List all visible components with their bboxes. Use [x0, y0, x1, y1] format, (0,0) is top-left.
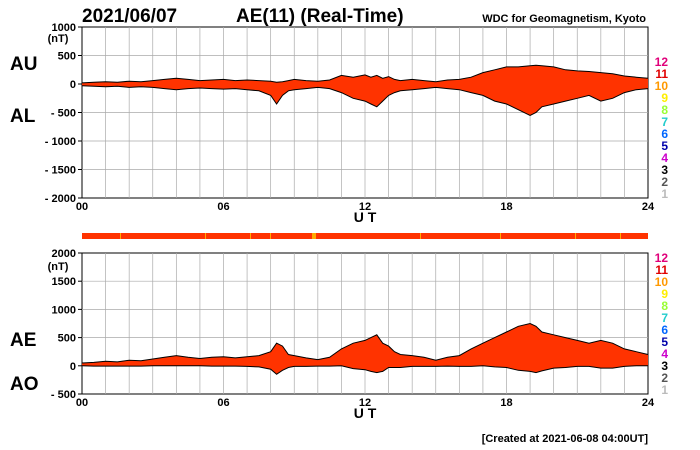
legend-level-label: 2 — [661, 175, 668, 189]
legend-level-label: 12 — [655, 55, 669, 69]
legend-level-label: 5 — [661, 335, 668, 349]
y-tick-label: 2000 — [52, 248, 76, 260]
strip-tick — [270, 233, 271, 239]
legend-level-label: 2 — [661, 371, 668, 385]
ae-ao-y-ticks: 2000 1500 1000 500 0 - 500 — [51, 248, 82, 401]
ae-ao-x-ticks: 00 06 12 18 24 — [76, 397, 655, 409]
x-tick-label: 06 — [217, 397, 229, 409]
y-tick-label: - 1000 — [45, 136, 76, 148]
legend-level-label: 10 — [655, 79, 669, 93]
legend-level-label: 3 — [661, 359, 668, 373]
strip-tick — [575, 233, 576, 239]
legend-level-label: 5 — [661, 139, 668, 153]
x-tick-label: 12 — [359, 201, 371, 213]
y-tick-label: 1000 — [52, 22, 76, 34]
ae-label: AE — [10, 330, 36, 351]
x-tick-label: 00 — [76, 397, 88, 409]
x-tick-label: 24 — [642, 201, 655, 213]
strip-tick — [205, 233, 206, 239]
ao-line — [81, 365, 648, 375]
au-al-grid — [82, 27, 648, 198]
x-tick-label: 18 — [500, 397, 512, 409]
legend-level-label: 8 — [661, 103, 668, 117]
au-al-x-axis-label: U T — [354, 209, 377, 225]
au-al-series — [81, 64, 649, 116]
x-tick-label: 18 — [500, 201, 512, 213]
al-line — [81, 85, 649, 116]
ae-ao-unit-label: (nT) — [48, 261, 69, 273]
envelope-fill — [82, 323, 648, 375]
au-al-y-ticks: 1000 500 0 - 500 - 1000 - 1500 - 2000 — [45, 22, 82, 205]
au-line — [81, 64, 649, 84]
ae-ao-series — [81, 322, 649, 375]
strip-tick — [420, 233, 421, 239]
y-tick-label: - 500 — [51, 108, 76, 120]
ao-label: AO — [10, 374, 39, 395]
y-tick-label: 500 — [58, 333, 76, 345]
envelope-fill — [82, 65, 648, 116]
created-timestamp: [Created at 2021-06-08 04:00UT] — [482, 433, 649, 445]
y-tick-label: 1000 — [52, 304, 76, 316]
y-tick-label: 0 — [70, 361, 76, 373]
legend-level-label: 6 — [661, 127, 668, 141]
legend-level-label: 10 — [655, 275, 669, 289]
legend-level-label: 6 — [661, 323, 668, 337]
legend-level-label: 9 — [661, 91, 668, 105]
strip-tick — [620, 233, 621, 239]
strip-tick — [315, 233, 316, 239]
chart-title: AE(11) (Real-Time) — [236, 6, 404, 27]
au-al-unit-label: (nT) — [48, 33, 69, 45]
legend-level-label: 11 — [655, 263, 668, 277]
ae-ao-grid — [82, 253, 648, 394]
legend-level-label: 8 — [661, 299, 668, 313]
y-tick-label: 0 — [70, 79, 76, 91]
au-al-panel: 1000 500 0 - 500 - 1000 - 1500 - 2000 00 06 12 18… — [10, 22, 655, 225]
strip-tick — [250, 233, 251, 239]
y-tick-label: - 1500 — [45, 165, 76, 177]
legend-level-label: 7 — [661, 311, 668, 325]
date-title: 2021/06/07 — [82, 6, 177, 27]
au-label: AU — [10, 54, 37, 75]
legend-level-label: 4 — [661, 347, 668, 361]
ae-ao-x-axis-label: U T — [354, 405, 377, 421]
legend-level-label: 1 — [661, 187, 668, 201]
strip-tick — [312, 233, 316, 239]
strip-tick — [500, 233, 501, 239]
legend-level-label: 11 — [655, 67, 668, 81]
ae-line — [81, 322, 649, 364]
legend-level-label: 7 — [661, 115, 668, 129]
source-label: WDC for Geomagnetism, Kyoto — [482, 13, 646, 25]
x-tick-label: 12 — [359, 397, 371, 409]
ae-ao-panel: 2000 1500 1000 500 0 - 500 00 06 12 18 24 (nT) AE… — [10, 248, 655, 421]
strip-tick — [120, 233, 121, 239]
y-tick-label: - 2000 — [45, 193, 76, 205]
strip-bar — [82, 233, 648, 239]
data-quality-strip — [82, 233, 648, 239]
legend-level-label: 1 — [661, 383, 668, 397]
x-tick-label: 00 — [76, 201, 88, 213]
legend-level-label: 9 — [661, 287, 668, 301]
legend-level-label: 12 — [655, 251, 669, 265]
y-tick-label: - 500 — [51, 389, 76, 401]
y-tick-label: 500 — [58, 51, 76, 63]
legend-level-label: 4 — [661, 151, 668, 165]
x-tick-label: 06 — [217, 201, 229, 213]
y-tick-label: 1500 — [52, 276, 76, 288]
legend-level-label: 3 — [661, 163, 668, 177]
al-label: AL — [10, 106, 36, 127]
x-tick-label: 24 — [642, 397, 655, 409]
au-al-x-ticks: 00 06 12 18 24 — [76, 201, 655, 213]
